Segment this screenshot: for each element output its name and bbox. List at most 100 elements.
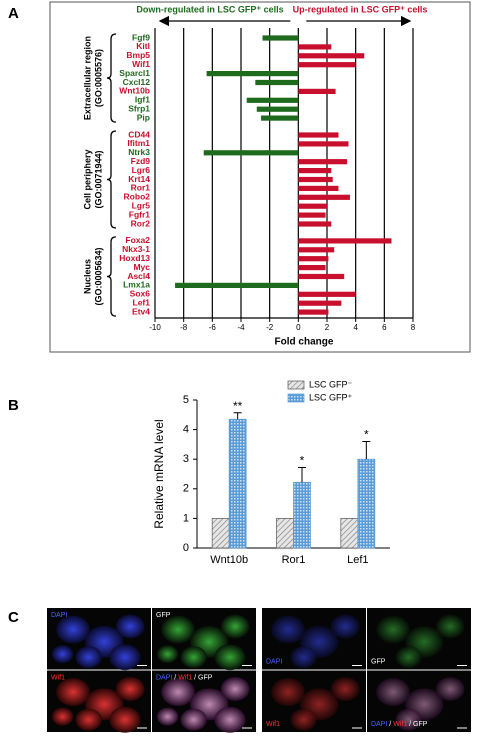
label-part: Wif1 [393, 721, 407, 728]
bar [293, 481, 311, 549]
gene-label: Myc [133, 262, 150, 272]
gene-label: Foxa2 [125, 235, 150, 245]
tissue [56, 615, 90, 644]
panel-label: A [8, 5, 19, 22]
gene-label: Hoxd13 [119, 253, 150, 263]
significance: * [300, 454, 305, 468]
label-part: Wif1 [51, 674, 65, 681]
gene-label: Lgr5 [132, 200, 151, 210]
group-label: Extracellular region [82, 36, 92, 120]
x-axis-title: Fold change [275, 337, 334, 348]
bar [298, 256, 329, 262]
legend-label: LSC GFP⁺ [309, 392, 353, 402]
group-go: (GO:0005634) [93, 247, 103, 305]
y-tick-label: 3 [183, 453, 189, 465]
gene-label: Ascl4 [127, 271, 150, 281]
bar [246, 97, 299, 103]
label-part: / [192, 674, 198, 681]
group-go: (GO:0005576) [93, 49, 103, 107]
x-tick-label: Ror1 [282, 554, 306, 566]
label-part: DAPI [266, 658, 282, 665]
tissue [376, 678, 410, 707]
label-part: DAPI [156, 674, 172, 681]
gene-label: Ntrk3 [128, 147, 150, 157]
header-up: Up-regulated in LSC GFP⁺ cells [293, 4, 428, 14]
tissue [330, 614, 360, 639]
group-go: (GO:0071944) [93, 150, 103, 208]
tissue [220, 614, 250, 639]
gene-label: Sfrp1 [128, 103, 150, 113]
tissue [109, 706, 141, 733]
bar [298, 203, 327, 209]
gene-label: Igf1 [135, 95, 150, 105]
bar [175, 282, 299, 288]
x-tick-label: -10 [149, 323, 161, 332]
tissue [75, 708, 102, 731]
gene-label: Bmp5 [126, 50, 150, 60]
tissue [109, 644, 141, 671]
tissue [220, 676, 250, 701]
label-part: / [407, 721, 413, 728]
gene-label: Krt14 [128, 174, 150, 184]
legend-label: LSC GFP⁻ [309, 379, 353, 389]
bar [228, 418, 247, 549]
panel-label: C [8, 609, 19, 626]
x-tick-label: Lef1 [347, 554, 368, 566]
label-part: GFP [198, 674, 213, 681]
bar [255, 79, 299, 86]
gene-label: Fgfr1 [129, 209, 151, 219]
gene-label: Sox6 [130, 289, 151, 299]
tissue [214, 706, 246, 733]
bar [298, 176, 333, 183]
tissue [395, 646, 422, 669]
image-label: DAPI / Wif1 / GFP [371, 721, 428, 728]
tissue [115, 676, 145, 701]
tissue [156, 645, 179, 664]
tissue [435, 676, 465, 701]
tissue [161, 615, 195, 644]
label-part: Wif1 [178, 674, 192, 681]
x-tick-label: -4 [237, 323, 245, 332]
legend-swatch [287, 380, 305, 390]
bar [276, 518, 294, 549]
group-label: Cell periphery [82, 149, 92, 209]
gene-label: Fzd9 [131, 156, 151, 166]
tissue [56, 678, 90, 707]
x-tick-label: 2 [325, 323, 330, 332]
gene-label: Ror1 [131, 183, 151, 193]
tissue [395, 708, 422, 731]
tissue [115, 614, 145, 639]
gene-label: Fgf9 [132, 32, 150, 42]
x-tick-label: 6 [382, 323, 387, 332]
tissue [290, 646, 317, 669]
bar [340, 518, 359, 549]
image-label: DAPI [51, 612, 67, 619]
label-part: / [387, 721, 393, 728]
bar [256, 106, 299, 112]
bar [298, 159, 348, 165]
tissue [51, 707, 74, 726]
gene-label: Lmx1a [123, 280, 150, 290]
bar [298, 132, 339, 138]
tissue [180, 708, 207, 731]
bar [298, 53, 365, 59]
gene-label: Cxcl12 [123, 77, 151, 87]
tissue [214, 644, 246, 671]
gene-label: Nkx3-1 [122, 244, 150, 254]
image-label: GFP [156, 612, 171, 619]
label-part: GFP [371, 658, 386, 665]
panel-frame [49, 1, 471, 353]
image-label: Wif1 [51, 674, 65, 681]
significance: * [364, 428, 369, 442]
y-tick-label: 4 [183, 424, 189, 436]
image-label: GFP [371, 658, 386, 665]
bar [298, 221, 332, 227]
y-tick-label: 1 [183, 512, 189, 524]
group-label: Nucleus [82, 259, 92, 294]
tissue [290, 708, 317, 731]
gene-label: Pip [137, 112, 150, 122]
image-label: DAPI [266, 658, 282, 665]
gene-label: Robo2 [124, 192, 151, 202]
bar [298, 291, 356, 297]
